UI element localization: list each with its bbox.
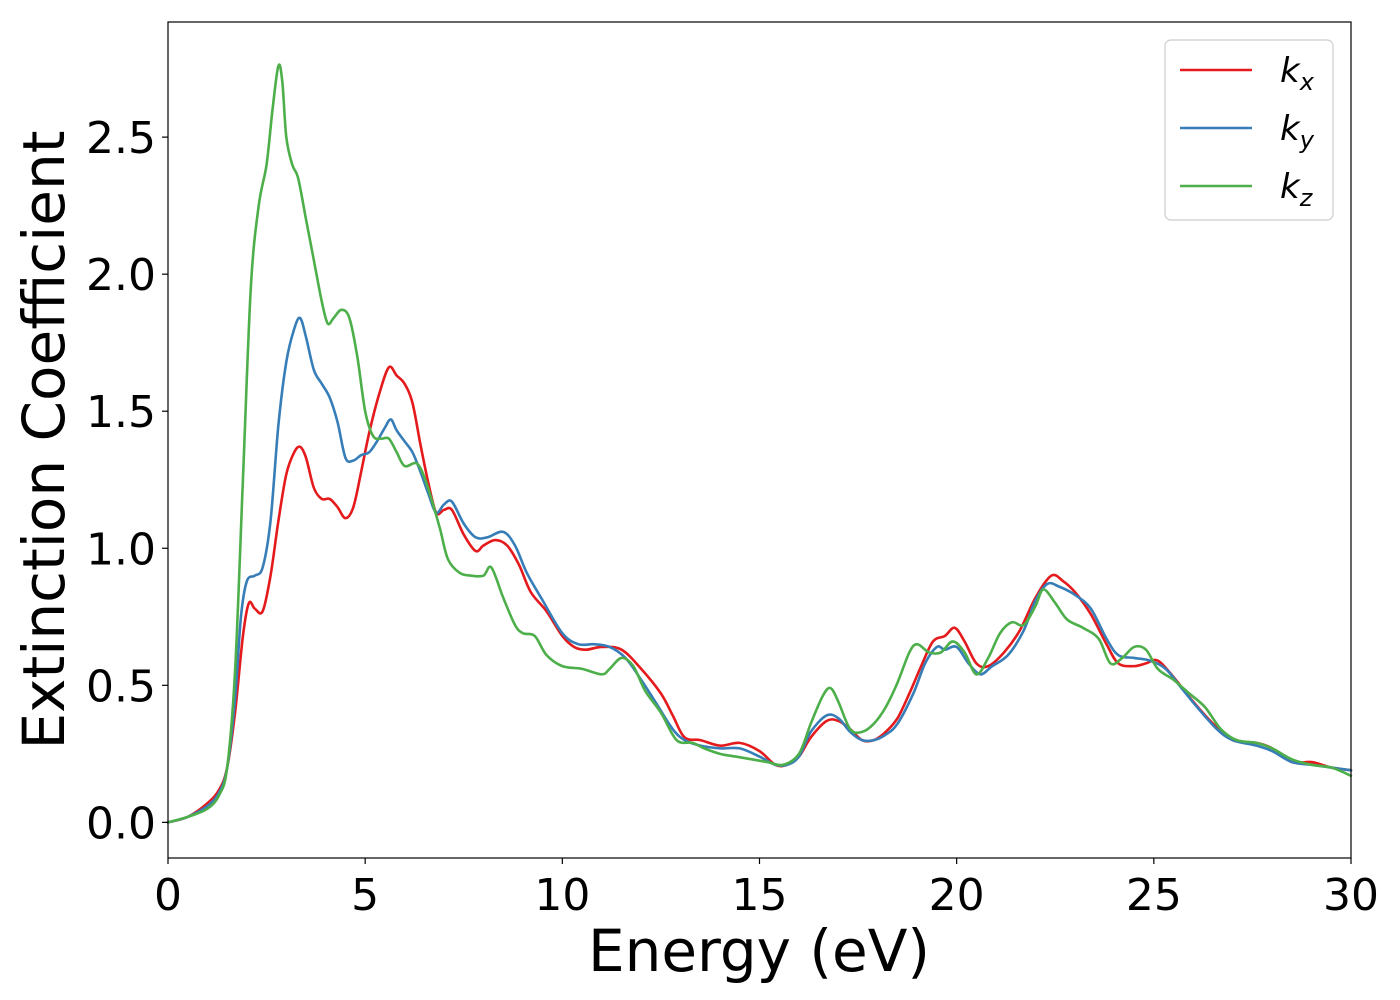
y-tick-label: 2.0 xyxy=(86,250,156,301)
x-tick-label: 10 xyxy=(534,870,590,921)
x-tick-label: 15 xyxy=(732,870,788,921)
x-tick-label: 20 xyxy=(929,870,985,921)
y-tick-label: 1.5 xyxy=(86,387,156,438)
y-axis-title: Extinction Coefficient xyxy=(10,131,78,750)
x-axis-ticks: 0 5 10 15 20 25 30 xyxy=(154,858,1379,921)
y-tick-label: 2.5 xyxy=(86,113,156,164)
y-tick-label: 1.0 xyxy=(86,524,156,575)
legend: kx ky kz xyxy=(1164,39,1334,221)
plot-area xyxy=(168,22,1351,858)
y-tick-label: 0.5 xyxy=(86,661,156,712)
x-tick-label: 25 xyxy=(1126,870,1182,921)
series-line-ky xyxy=(166,316,1353,824)
x-axis-title: Energy (eV) xyxy=(588,917,930,985)
legend-label-kx: kx xyxy=(1280,51,1315,96)
y-tick-label: 0.0 xyxy=(86,798,156,849)
x-tick-label: 0 xyxy=(154,870,182,921)
y-axis-ticks: 0.0 0.5 1.0 1.5 2.0 2.5 xyxy=(86,113,168,849)
x-tick-label: 30 xyxy=(1323,870,1379,921)
legend-items: kx ky kz xyxy=(1180,51,1315,212)
legend-label-kz: kz xyxy=(1280,167,1314,212)
series-line-kz xyxy=(166,63,1353,824)
legend-label-ky: ky xyxy=(1280,109,1315,154)
series-layer xyxy=(166,63,1353,824)
x-tick-label: 5 xyxy=(351,870,379,921)
legend-box xyxy=(1164,39,1334,221)
series-line-kx xyxy=(166,365,1353,824)
